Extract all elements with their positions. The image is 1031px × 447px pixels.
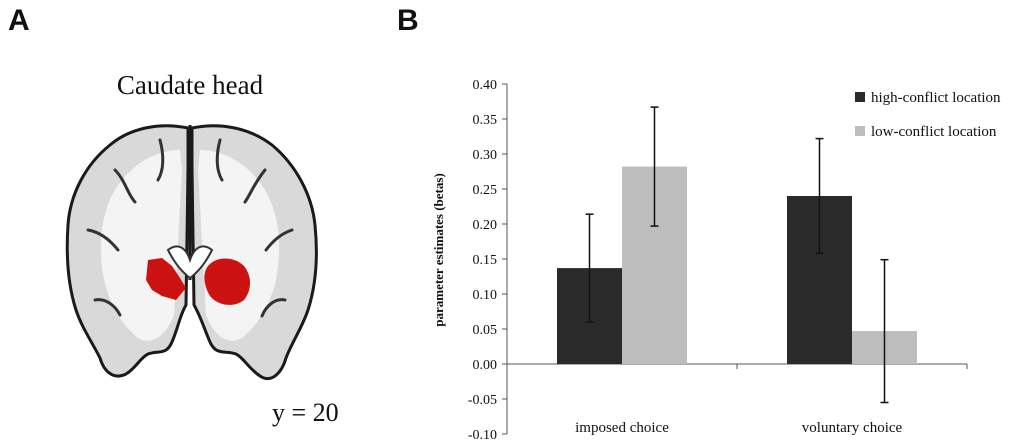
legend-label: low-conflict location	[871, 124, 997, 140]
y-axis-label: parameter estimates (betas)	[431, 173, 446, 327]
y-tick-label: 0.20	[473, 218, 498, 233]
brain-slice-image	[65, 124, 318, 381]
chart-legend: high-conflict location low-conflict locat…	[855, 90, 1001, 140]
y-tick-label: 0.35	[473, 113, 498, 128]
x-category-label: imposed choice	[575, 420, 669, 436]
panel-label-a: A	[8, 4, 30, 37]
y-tick-label: 0.10	[473, 288, 498, 303]
y-tick-label: -0.05	[468, 393, 497, 408]
y-tick-label: 0.00	[473, 358, 498, 373]
legend-swatch	[855, 126, 865, 136]
y-tick-label: 0.15	[473, 253, 498, 268]
bar-chart: parameter estimates (betas) 0.40 0.35 0.30…	[431, 78, 1001, 440]
caudate-right-highlight	[204, 258, 250, 305]
chart-axes: 0.40 0.35 0.30 0.25 0.20 0.15 0.10 0.05 0.00 -0.0…	[468, 78, 968, 440]
legend-swatch	[855, 92, 865, 102]
y-tick-label: 0.05	[473, 323, 498, 338]
y-tick-label: 0.25	[473, 183, 498, 198]
y-tick-label: 0.40	[473, 78, 498, 93]
legend-label: high-conflict location	[871, 90, 1001, 106]
chart-error-bars	[585, 106, 889, 404]
brain-title: Caudate head	[116, 70, 264, 100]
sulci-lines	[86, 138, 294, 318]
y-tick-label: 0.30	[473, 148, 498, 163]
brain-coordinate: y = 20	[272, 398, 339, 427]
y-tick-label: -0.10	[468, 428, 497, 440]
chart-bars	[557, 166, 917, 364]
panel-label-b: B	[397, 4, 419, 37]
caudate-left-highlight	[146, 258, 186, 300]
x-category-label: voluntary choice	[802, 420, 903, 436]
ventricles	[166, 245, 214, 280]
